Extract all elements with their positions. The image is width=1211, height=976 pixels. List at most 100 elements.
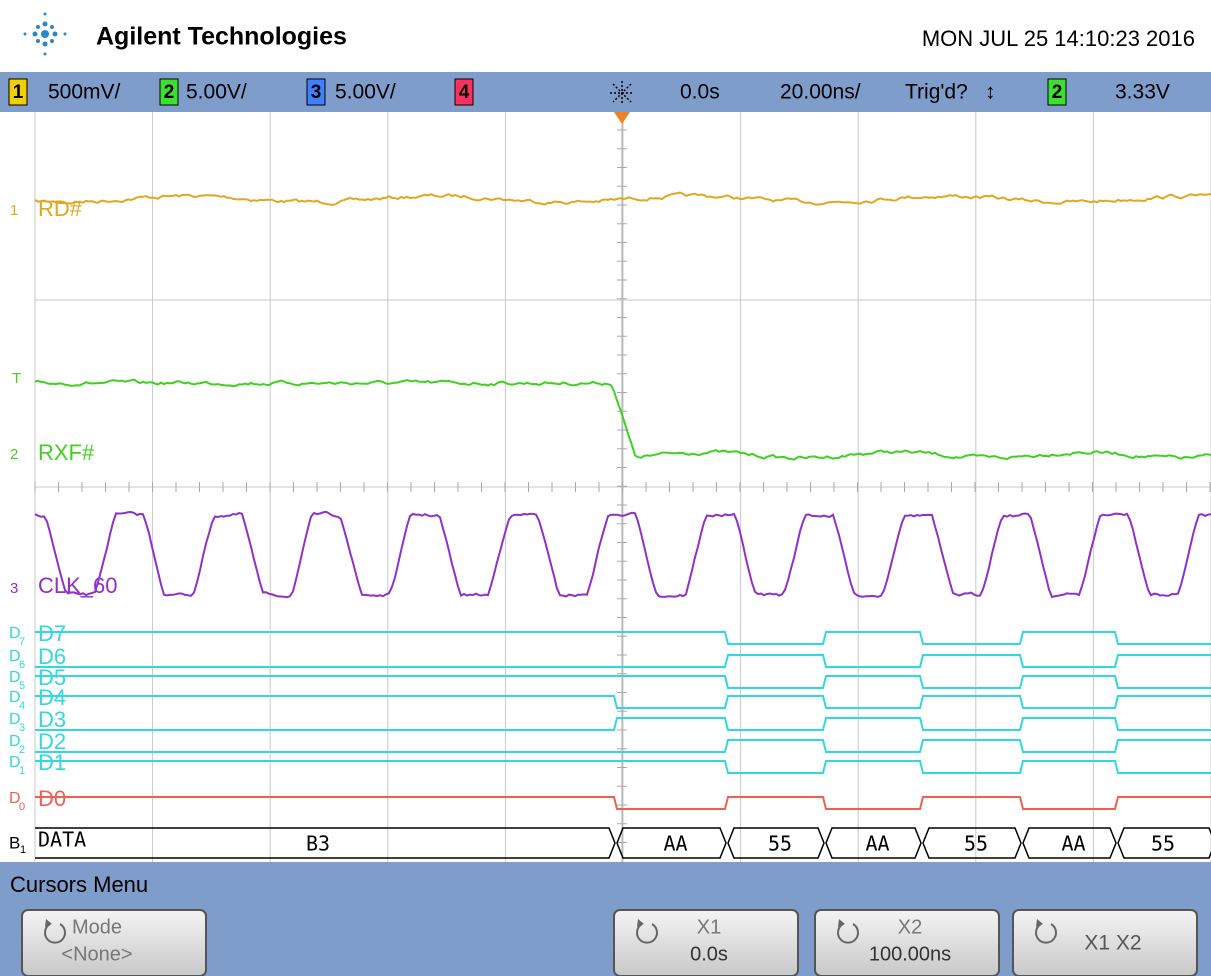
softkey-face[interactable] [1012, 909, 1198, 976]
trigger-pos-marker [614, 112, 630, 124]
rxf-label: RXF# [38, 440, 95, 465]
ch3-box [306, 78, 326, 106]
bus-marker-sub: 1 [20, 844, 26, 856]
brand: Agilent Technologies [96, 23, 347, 51]
run-icon [610, 81, 634, 105]
lane-marker-sub: 5 [19, 680, 25, 692]
bus-marker: B [9, 833, 20, 852]
lane-marker: D [9, 754, 21, 771]
bus-segment [616, 827, 727, 859]
lane-marker: D [9, 648, 21, 665]
bus-segment [35, 827, 616, 859]
rotate-icon [1035, 923, 1057, 944]
bus-segment [1022, 827, 1117, 859]
rotate-icon [636, 923, 658, 944]
rxf-marker: 2 [10, 446, 18, 463]
lane-marker-sub: 2 [19, 744, 25, 756]
lane-marker-sub: 4 [19, 700, 25, 712]
ch4: 4 [459, 82, 470, 103]
lane-marker: D [9, 711, 21, 728]
trigger-source: 2 [1052, 82, 1063, 103]
softkey[interactable]: X2 100.00ns [814, 909, 1000, 976]
softkey-label: X2 [898, 916, 922, 938]
trigger-slope: ↕ [985, 81, 996, 104]
digital-trace [35, 631, 1211, 645]
softkey[interactable]: Mode <None> [21, 909, 207, 976]
lane-marker-sub: 0 [19, 801, 25, 813]
lane-marker-sub: 3 [19, 722, 25, 734]
digital-trace [35, 717, 1211, 731]
lane-marker: D [9, 669, 21, 686]
bus-segment [727, 827, 825, 859]
digital-trace [35, 695, 1211, 709]
softkey-face[interactable] [814, 909, 1000, 976]
rxf-trace [34, 378, 1211, 461]
header-bg [0, 0, 1211, 72]
ch2-scale: 5.00V/ [186, 81, 247, 104]
ch3-scale: 5.00V/ [335, 81, 396, 104]
clk-marker: 3 [10, 580, 18, 597]
rotate-icon [44, 923, 66, 944]
bus-value: AA [865, 832, 889, 856]
lane-label: D5 [38, 665, 66, 690]
softkey-face[interactable] [21, 909, 207, 976]
graticule [34, 112, 1211, 862]
lane-label: D7 [38, 621, 66, 646]
softkey[interactable]: X1 X2 [1012, 909, 1198, 976]
lane-label: D4 [38, 685, 66, 710]
time-offset: 0.0s [680, 81, 720, 104]
digital-trace [35, 675, 1211, 689]
digital-trace [35, 796, 1211, 810]
softkey-value: 0.0s [690, 943, 728, 965]
bus-value: 55 [768, 832, 792, 856]
ch2-box [159, 78, 179, 106]
softkey-label: X1 [697, 916, 721, 938]
softkey-label: X1 X2 [1084, 932, 1141, 955]
clk-label: CLK_60 [38, 573, 118, 598]
bus-segment [825, 827, 922, 859]
softkey-label: Mode [72, 916, 122, 938]
trig-marker: T [12, 370, 21, 387]
ch2: 2 [164, 82, 175, 103]
datetime: MON JUL 25 14:10:23 2016 [922, 26, 1195, 51]
bus-value: AA [1061, 832, 1085, 856]
menu-title: Cursors Menu [10, 872, 148, 897]
softkey-value: 100.00ns [869, 943, 951, 965]
rd-marker: 1 [10, 202, 18, 219]
bus-value: 55 [1151, 832, 1175, 856]
ch1: 1 [13, 82, 24, 103]
ch1-scale: 500mV/ [48, 81, 121, 104]
logo [23, 12, 67, 56]
softkey-face[interactable] [613, 909, 799, 976]
softkey[interactable]: X1 0.0s [613, 909, 799, 976]
time-scale: 20.00ns/ [780, 81, 861, 104]
lane-label: D6 [38, 644, 66, 669]
trigger-level: 3.33V [1115, 81, 1170, 104]
digital-trace [35, 654, 1211, 668]
bus-segment [1117, 827, 1211, 859]
lane-marker: D [9, 689, 21, 706]
digital-trace [35, 739, 1211, 753]
lane-marker: D [9, 790, 21, 807]
bus-label: DATA [38, 828, 86, 852]
rotate-icon [837, 923, 859, 944]
lane-label: D1 [38, 750, 66, 775]
trigger-status: Trig'd? [905, 81, 968, 104]
rd-label: RD# [38, 196, 83, 221]
rotate-icon-head [1036, 919, 1043, 927]
lane-marker-sub: 7 [19, 636, 25, 648]
rotate-icon-head [637, 919, 644, 927]
bus-value: 55 [964, 832, 988, 856]
lane-marker: D [9, 625, 21, 642]
ch4-box [454, 78, 474, 106]
bus-segment [922, 827, 1022, 859]
rotate-icon-head [838, 919, 845, 927]
trig-src-box [1047, 78, 1067, 106]
lane-label: D3 [38, 707, 66, 732]
lane-marker-sub: 6 [19, 659, 25, 671]
softkeys: Mode <None> X1 0.0s X2 100.00ns X1 X2 [21, 909, 1198, 976]
lane-marker: D [9, 733, 21, 750]
